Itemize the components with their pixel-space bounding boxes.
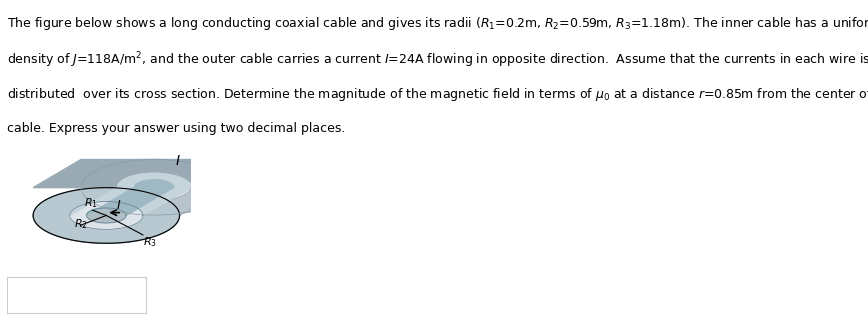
Text: $R_1$: $R_1$ [84,196,98,210]
Polygon shape [33,159,227,188]
Polygon shape [69,201,143,230]
Text: I: I [175,154,180,168]
Polygon shape [33,187,227,243]
Text: distributed  over its cross section. Determine the magnitude of the magnetic fie: distributed over its cross section. Dete… [7,86,868,103]
Polygon shape [69,201,143,230]
Polygon shape [135,180,174,195]
Polygon shape [117,173,191,201]
Polygon shape [69,173,191,215]
Text: density of $\mathit{J}$=118A/m$^2$, and the outer cable carries a current $\math: density of $\mathit{J}$=118A/m$^2$, and … [7,51,868,70]
Text: The figure below shows a long conducting coaxial cable and gives its radii ($\ma: The figure below shows a long conducting… [7,15,868,32]
Polygon shape [87,208,126,223]
Text: $R_3$: $R_3$ [143,235,157,248]
Text: I: I [116,199,120,212]
Text: $R_2$: $R_2$ [75,217,89,231]
Polygon shape [87,180,174,215]
Text: cable. Express your answer using two decimal places.: cable. Express your answer using two dec… [7,122,345,135]
PathPatch shape [33,188,180,243]
Polygon shape [81,159,227,215]
Polygon shape [33,188,180,243]
